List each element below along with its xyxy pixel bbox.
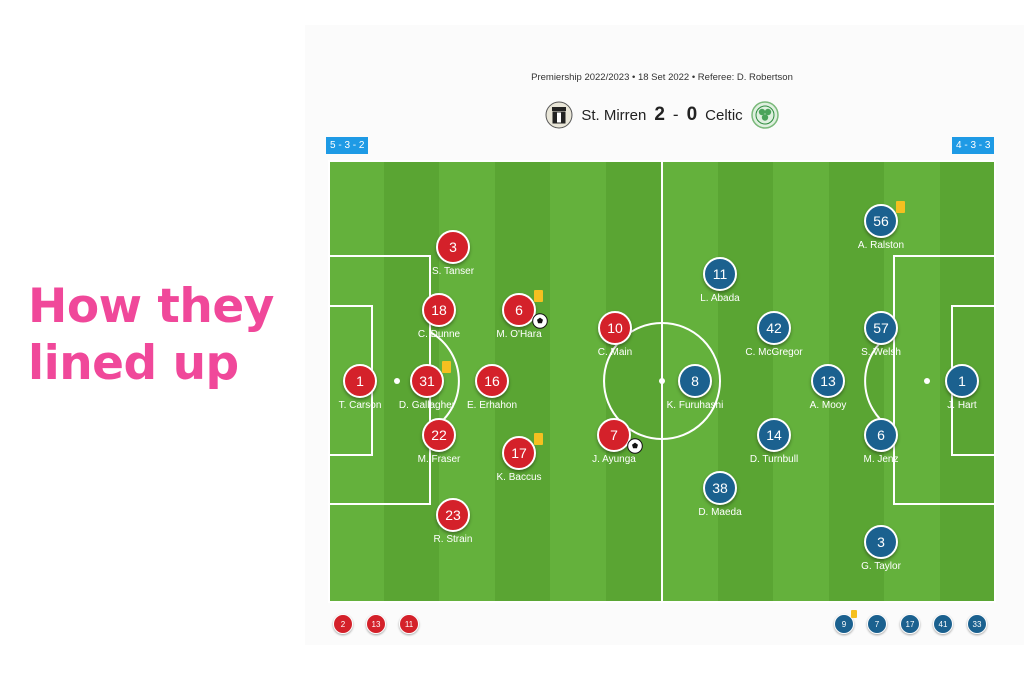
away-formation-badge: 4 - 3 - 3 (952, 137, 994, 154)
player-number: 3 (436, 230, 470, 264)
headline-line-1: How they (28, 278, 328, 335)
player-name: S. Welsh (821, 347, 941, 358)
player-number: 38 (703, 471, 737, 505)
yellow-card-icon (442, 361, 451, 373)
player-name: D. Maeda (660, 507, 780, 518)
player-number: 11 (703, 257, 737, 291)
player-number: 14 (757, 418, 791, 452)
player-number: 13 (811, 364, 845, 398)
headline: How they lined up (28, 278, 328, 392)
sub-number: 7 (867, 614, 887, 634)
player-number: 1 (343, 364, 377, 398)
away-team-name: Celtic (705, 107, 743, 124)
celtic-crest-icon (751, 101, 779, 129)
player-name: K. Baccus (459, 472, 579, 483)
sub-number: 11 (399, 614, 419, 634)
player-number: 16 (475, 364, 509, 398)
yellow-card-icon (534, 290, 543, 302)
player-name: G. Taylor (821, 561, 941, 572)
scoreline: St. Mirren 2 - 0 Celtic (305, 99, 1019, 131)
player-name: A. Mooy (768, 400, 888, 411)
sub-number: 2 (333, 614, 353, 634)
away-score: 0 (687, 104, 698, 126)
player-name: C. McGregor (714, 347, 834, 358)
player-number: 42 (757, 311, 791, 345)
yellow-card-icon (851, 610, 857, 618)
player-name: M. O'Hara (459, 329, 579, 340)
player-number: 1 (945, 364, 979, 398)
player-number: 7 (597, 418, 631, 452)
player-name: M. Fraser (379, 454, 499, 465)
player-name: C. Main (555, 347, 675, 358)
player-number: 22 (422, 418, 456, 452)
player-name: L. Abada (660, 293, 780, 304)
home-team-name: St. Mirren (581, 107, 646, 124)
player-name: R. Strain (393, 534, 513, 545)
player-name: J. Ayunga (554, 454, 674, 465)
st-mirren-crest-icon (545, 101, 573, 129)
player-name: E. Erhahon (432, 400, 552, 411)
player-name: S. Tanser (393, 266, 513, 277)
sub-number: 13 (366, 614, 386, 634)
home-score: 2 (654, 104, 665, 126)
sub-number: 17 (900, 614, 920, 634)
football-icon (532, 313, 548, 329)
player-number: 3 (864, 525, 898, 559)
home-formation-badge: 5 - 3 - 2 (326, 137, 368, 154)
football-icon (627, 438, 643, 454)
yellow-card-icon (534, 433, 543, 445)
player-name: D. Turnbull (714, 454, 834, 465)
player-number: 31 (410, 364, 444, 398)
player-number: 10 (598, 311, 632, 345)
player-name: M. Jenz (821, 454, 941, 465)
match-info: Premiership 2022/2023 • 18 Set 2022 • Re… (305, 72, 1019, 83)
sub-number: 41 (933, 614, 953, 634)
player-name: K. Furuhashi (635, 400, 755, 411)
player-number: 6 (864, 418, 898, 452)
sub-number: 33 (967, 614, 987, 634)
player-number: 6 (502, 293, 536, 327)
score-separator: - (673, 105, 679, 125)
player-name: A. Ralston (821, 240, 941, 251)
player-number: 18 (422, 293, 456, 327)
headline-line-2: lined up (28, 335, 328, 392)
player-number: 56 (864, 204, 898, 238)
player-number: 23 (436, 498, 470, 532)
yellow-card-icon (896, 201, 905, 213)
player-number: 8 (678, 364, 712, 398)
player-name: J. Hart (902, 400, 1022, 411)
player-number: 57 (864, 311, 898, 345)
player-number: 17 (502, 436, 536, 470)
